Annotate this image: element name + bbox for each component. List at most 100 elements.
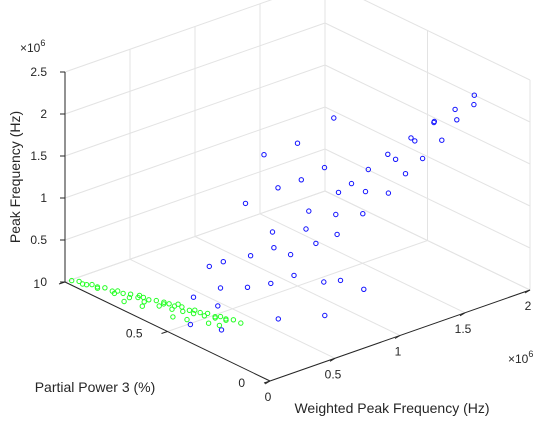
data-point-series-2 bbox=[238, 320, 244, 326]
data-point-series-1 bbox=[452, 106, 458, 113]
data-point-series-1 bbox=[331, 115, 337, 121]
data-point-series-2 bbox=[184, 316, 190, 323]
data-point-series-1 bbox=[385, 151, 391, 158]
data-point-series-1 bbox=[360, 211, 366, 217]
data-point-series-1 bbox=[365, 166, 371, 173]
data-point-series-1 bbox=[275, 316, 281, 322]
grid-line bbox=[64, 0, 273, 73]
data-point-series-2 bbox=[127, 291, 134, 297]
y-tick-label: 0.5 bbox=[126, 327, 143, 341]
x-tick-label: 0.5 bbox=[325, 367, 342, 381]
data-point-series-2 bbox=[121, 298, 127, 305]
data-point-series-2 bbox=[136, 292, 143, 299]
data-point-series-2 bbox=[201, 313, 208, 319]
data-point-series-2 bbox=[169, 306, 175, 312]
grid-line bbox=[324, 22, 531, 123]
data-point-series-2 bbox=[192, 307, 198, 313]
grid-line bbox=[64, 64, 326, 157]
x-tick-mark bbox=[394, 335, 401, 339]
data-point-series-1 bbox=[412, 138, 418, 144]
data-point-series-2 bbox=[76, 278, 82, 285]
data-point-series-1 bbox=[385, 190, 392, 196]
data-point-series-2 bbox=[153, 297, 160, 304]
grid-line bbox=[64, 106, 326, 199]
data-point-series-2 bbox=[186, 307, 193, 313]
grid-line bbox=[167, 240, 428, 332]
data-point-series-2 bbox=[170, 314, 176, 320]
grid-line bbox=[64, 190, 326, 283]
data-point-series-2 bbox=[175, 301, 181, 307]
data-point-series-1 bbox=[247, 253, 254, 259]
data-point-series-1 bbox=[306, 208, 312, 214]
data-point-series-1 bbox=[291, 272, 297, 279]
data-point-series-1 bbox=[268, 280, 274, 287]
data-point-series-1 bbox=[206, 263, 213, 270]
data-point-series-1 bbox=[242, 200, 249, 207]
data-point-series-2 bbox=[102, 285, 108, 291]
z-tick-label: 0.5 bbox=[30, 233, 47, 247]
data-point-series-2 bbox=[166, 301, 172, 307]
data-layer bbox=[69, 92, 477, 333]
data-point-series-1 bbox=[218, 327, 225, 333]
grid-line bbox=[324, 64, 531, 165]
y-tick-mark bbox=[263, 380, 271, 384]
data-point-series-1 bbox=[337, 277, 344, 284]
data-point-series-2 bbox=[141, 299, 147, 305]
data-point-series-2 bbox=[217, 313, 224, 320]
x-tick-mark bbox=[524, 289, 531, 294]
grid-line bbox=[64, 22, 326, 115]
data-point-series-2 bbox=[161, 299, 167, 305]
data-point-series-1 bbox=[271, 245, 277, 251]
data-point-series-1 bbox=[217, 285, 224, 291]
data-point-series-1 bbox=[187, 321, 194, 328]
data-point-series-1 bbox=[348, 180, 355, 187]
data-point-series-1 bbox=[294, 140, 301, 146]
data-point-series-1 bbox=[298, 177, 304, 183]
data-point-series-2 bbox=[79, 281, 86, 287]
data-point-series-1 bbox=[313, 240, 319, 247]
y-tick-label: 0 bbox=[238, 376, 245, 390]
data-point-series-2 bbox=[139, 303, 146, 309]
z-exponent-label: ×106 bbox=[20, 38, 45, 55]
data-point-series-1 bbox=[431, 118, 437, 125]
data-point-series-1 bbox=[269, 229, 276, 235]
grid-line bbox=[324, 106, 531, 207]
data-point-series-2 bbox=[156, 303, 162, 309]
data-point-series-1 bbox=[190, 294, 197, 300]
grid-line bbox=[324, 148, 531, 249]
data-point-series-2 bbox=[180, 308, 186, 315]
z-tick-label: 1.5 bbox=[30, 149, 47, 163]
x-exponent-label: ×106 bbox=[508, 349, 533, 366]
data-point-series-1 bbox=[419, 155, 426, 162]
data-point-series-2 bbox=[111, 290, 118, 297]
data-point-series-1 bbox=[408, 135, 414, 141]
data-point-series-2 bbox=[94, 285, 101, 291]
grid-line bbox=[324, 190, 531, 291]
grid-line bbox=[363, 0, 531, 81]
x-tick-mark bbox=[459, 312, 466, 317]
x-tick-label: 0 bbox=[265, 390, 272, 404]
x-axis-label: Weighted Peak Frequency (Hz) bbox=[294, 400, 489, 416]
data-point-series-2 bbox=[89, 281, 95, 288]
data-point-series-1 bbox=[402, 171, 409, 177]
data-point-series-1 bbox=[244, 284, 251, 290]
data-point-series-2 bbox=[120, 290, 126, 297]
x-tick-label: 1 bbox=[395, 345, 402, 359]
data-point-series-2 bbox=[216, 322, 223, 329]
y-axis-label: Partial Power 3 (%) bbox=[35, 379, 156, 395]
data-point-series-1 bbox=[439, 137, 445, 143]
data-point-series-1 bbox=[471, 92, 477, 98]
x-tick-label: 1.5 bbox=[455, 322, 472, 336]
data-point-series-2 bbox=[69, 277, 75, 284]
data-point-series-1 bbox=[334, 231, 340, 238]
data-point-series-2 bbox=[223, 317, 229, 323]
data-point-series-1 bbox=[333, 211, 339, 218]
data-point-series-1 bbox=[335, 189, 342, 196]
z-tick-label: 2 bbox=[40, 107, 47, 121]
y-tick-mark bbox=[161, 331, 168, 334]
data-point-series-1 bbox=[322, 312, 328, 319]
data-point-series-1 bbox=[275, 185, 281, 191]
grid-line bbox=[64, 148, 326, 241]
data-point-series-1 bbox=[220, 259, 227, 265]
